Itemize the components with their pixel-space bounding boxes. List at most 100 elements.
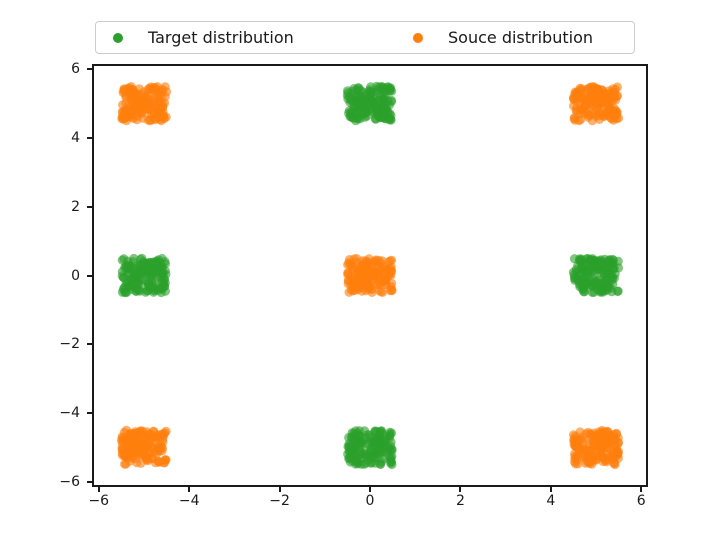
legend-label-target: Target distribution [148, 28, 294, 47]
scatter-point [609, 263, 619, 273]
scatter-point [350, 270, 360, 280]
scatter-point [385, 256, 395, 266]
y-tick-label: −6 [59, 473, 80, 490]
scatter-point [609, 103, 619, 113]
scatter-point [587, 274, 598, 284]
scatter-point [117, 255, 127, 265]
scatter-point [592, 84, 602, 94]
scatter-point [351, 455, 361, 465]
scatter-point [151, 433, 161, 443]
scatter-point [356, 447, 366, 457]
x-tick-label: −6 [88, 493, 110, 509]
scatter-point [590, 91, 600, 101]
scatter-point [386, 457, 396, 467]
scatter-point [143, 447, 153, 458]
y-tick-mark [87, 68, 92, 71]
scatter-point [367, 287, 377, 297]
scatter-point [570, 274, 580, 284]
scatter-point [139, 100, 149, 110]
scatter-point [154, 457, 164, 467]
scatter-point [599, 270, 609, 280]
scatter-point [345, 447, 355, 457]
scatter-point [120, 113, 130, 123]
scatter-point [117, 271, 127, 281]
y-tick-label: 2 [71, 198, 80, 215]
target-marker-icon [113, 32, 123, 43]
scatter-point [578, 452, 588, 462]
scatter-point [595, 286, 605, 296]
scatter-point [351, 98, 361, 108]
scatter-point [584, 446, 594, 456]
scatter-point [355, 114, 365, 124]
scatter-point [352, 428, 362, 438]
scatter-point [594, 108, 604, 118]
scatter-point [369, 453, 380, 463]
scatter-point [376, 457, 387, 467]
x-tick-mark [278, 487, 281, 492]
scatter-point [600, 456, 611, 466]
scatter-point [121, 92, 131, 102]
scatter-point [576, 254, 586, 264]
scatter-point [578, 94, 588, 104]
scatter-point [586, 257, 596, 267]
scatter-point [385, 431, 395, 441]
scatter-point [608, 84, 618, 94]
scatter-point [578, 106, 588, 116]
x-tick-label: −2 [269, 493, 290, 509]
y-tick-label: 6 [71, 61, 80, 78]
scatter-point [129, 263, 139, 273]
y-tick-mark [87, 412, 92, 415]
scatter-point [607, 273, 618, 283]
scatter-point [598, 278, 608, 288]
axes-spines [92, 64, 648, 487]
scatter-point [345, 260, 355, 270]
scatter-point [139, 87, 149, 97]
scatter-point [366, 82, 376, 92]
scatter-point [355, 91, 365, 101]
scatter-point [158, 437, 168, 447]
scatter-point [134, 285, 144, 295]
y-tick-mark [87, 205, 92, 208]
scatter-point [385, 85, 395, 95]
scatter-point [135, 267, 146, 278]
scatter-point [137, 109, 147, 119]
scatter-point [123, 432, 133, 442]
scatter-point [568, 430, 579, 440]
scatter-point [375, 279, 385, 289]
scatter-point [386, 97, 396, 107]
scatter-point [605, 436, 616, 446]
scatter-point [581, 280, 591, 290]
x-tick-mark [459, 487, 462, 492]
scatter-point [358, 102, 368, 112]
scatter-point [584, 110, 594, 120]
scatter-point [143, 277, 153, 287]
scatter-point [118, 100, 128, 110]
scatter-point [348, 435, 359, 445]
y-tick-label: −2 [59, 336, 80, 353]
legend-label-source: Souce distribution [448, 28, 593, 47]
scatter-point [160, 278, 170, 288]
scatter-point [613, 438, 623, 448]
scatter-point [573, 459, 583, 469]
scatter-point [376, 287, 386, 297]
scatter-point [344, 108, 354, 118]
scatter-point [343, 270, 353, 280]
scatter-point [387, 285, 397, 295]
scatter-point [370, 257, 380, 267]
scatter-point [352, 281, 362, 291]
x-tick-mark [188, 487, 191, 492]
y-tick-label: 0 [71, 267, 80, 284]
scatter-point [594, 260, 604, 270]
scatter-point [146, 82, 156, 92]
scatter-point [157, 84, 167, 94]
x-tick-label: 6 [636, 493, 646, 509]
legend-item-source: Souce distribution [413, 22, 593, 53]
scatter-point [129, 253, 139, 264]
scatter-points [92, 64, 648, 487]
scatter-point [143, 439, 153, 449]
scatter-point [609, 94, 619, 104]
scatter-point [377, 445, 387, 455]
y-tick-mark [87, 343, 92, 346]
scatter-point [577, 432, 587, 442]
